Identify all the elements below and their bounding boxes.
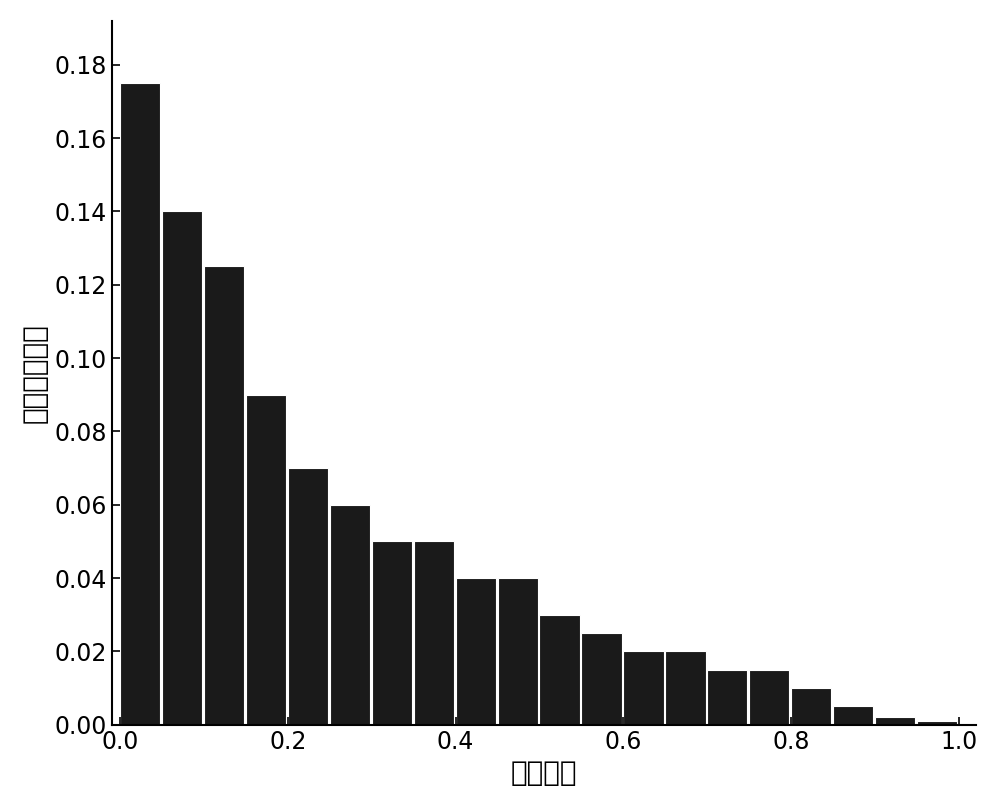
Bar (414, 541, 454, 725)
Bar (539, 615, 580, 725)
Bar (372, 541, 412, 725)
Bar (665, 651, 706, 725)
Bar (204, 267, 244, 725)
Y-axis label: 风电出力概率: 风电出力概率 (21, 323, 49, 423)
Bar (162, 212, 202, 725)
X-axis label: 风电出力: 风电出力 (510, 760, 577, 787)
Bar (456, 578, 496, 725)
Bar (330, 505, 370, 725)
Bar (120, 83, 160, 725)
Bar (917, 721, 957, 725)
Bar (875, 718, 915, 725)
Bar (288, 468, 328, 725)
Bar (791, 688, 831, 725)
Bar (707, 670, 747, 725)
Bar (749, 670, 789, 725)
Bar (833, 706, 873, 725)
Bar (246, 395, 286, 725)
Bar (623, 651, 664, 725)
Bar (581, 633, 622, 725)
Bar (498, 578, 538, 725)
